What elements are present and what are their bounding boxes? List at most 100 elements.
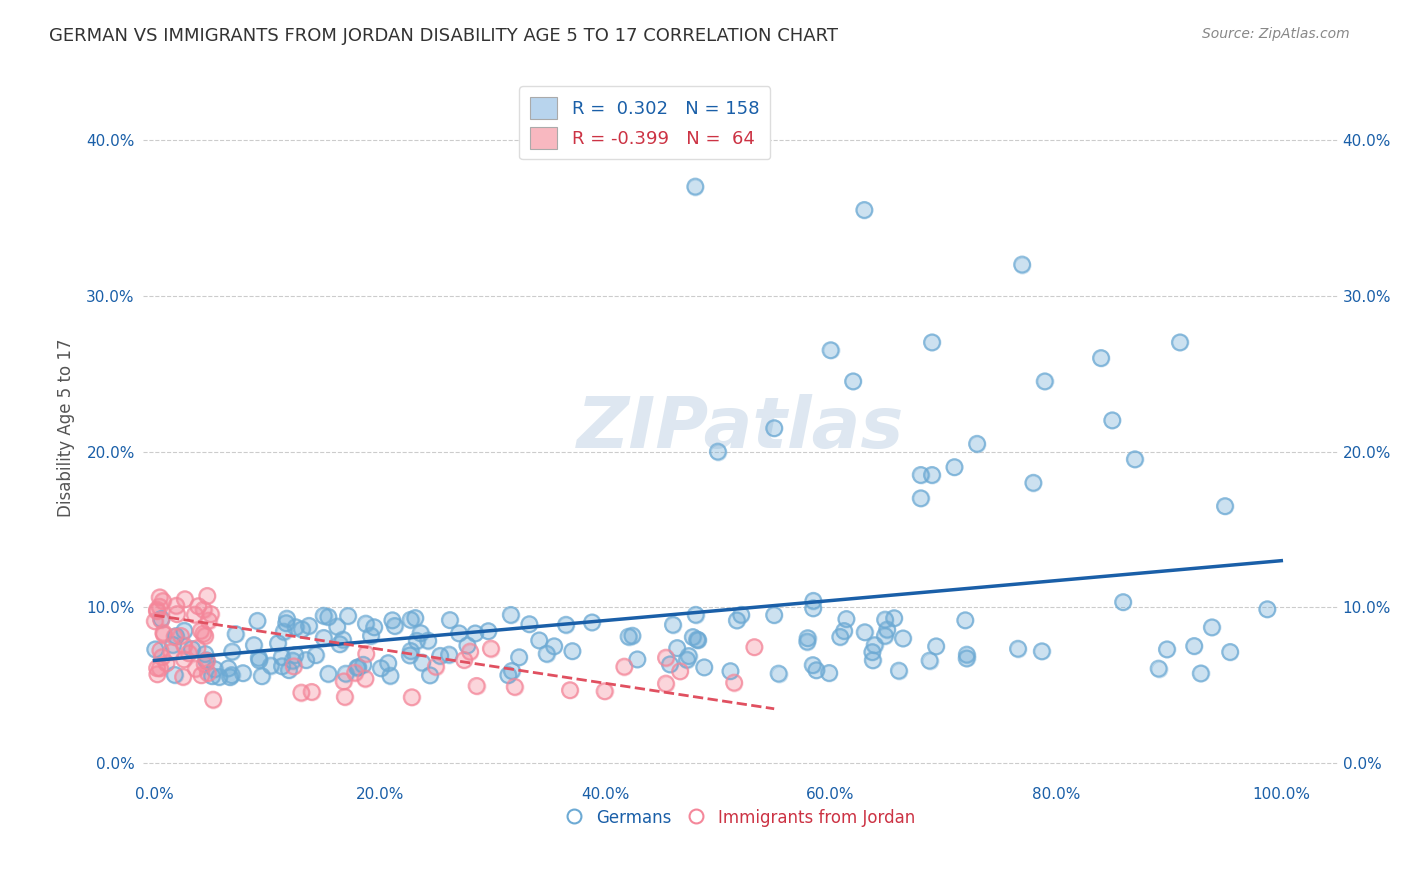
Point (853, 202, 876, 217)
Point (801, 594, 824, 608)
Point (835, 612, 858, 626)
Point (377, 656, 399, 670)
Point (346, 660, 368, 674)
Point (149, 661, 172, 675)
Point (354, 672, 377, 686)
Point (284, 620, 307, 634)
Point (1168, 335, 1191, 350)
Point (276, 616, 298, 631)
Point (1256, 602, 1278, 616)
Point (666, 641, 689, 656)
Point (456, 639, 478, 653)
Point (725, 614, 748, 628)
Point (1022, 475, 1045, 490)
Point (499, 607, 522, 622)
Point (200, 607, 222, 621)
Point (201, 669, 224, 683)
Point (225, 627, 247, 641)
Point (655, 650, 678, 665)
Point (519, 617, 541, 632)
Point (910, 467, 932, 482)
Point (197, 614, 219, 628)
Point (333, 690, 356, 704)
Point (273, 624, 295, 639)
Point (918, 654, 941, 668)
Point (720, 664, 742, 678)
Point (862, 653, 884, 667)
Point (887, 664, 910, 678)
Point (173, 624, 195, 638)
Point (842, 375, 865, 389)
Point (527, 633, 550, 648)
Point (283, 659, 305, 673)
Point (626, 652, 648, 666)
Point (1201, 620, 1223, 634)
Point (173, 639, 195, 653)
Point (290, 685, 312, 699)
Point (883, 611, 905, 625)
Point (165, 599, 187, 613)
Text: Source: ZipAtlas.com: Source: ZipAtlas.com (1202, 27, 1350, 41)
Point (955, 613, 977, 627)
Point (1033, 375, 1056, 389)
Point (173, 592, 195, 607)
Point (354, 672, 377, 686)
Point (172, 670, 194, 684)
Point (883, 611, 905, 625)
Point (221, 668, 243, 682)
Point (363, 620, 385, 634)
Point (200, 607, 222, 621)
Point (543, 640, 565, 654)
Point (409, 626, 432, 640)
Point (404, 611, 426, 625)
Point (401, 690, 423, 705)
Point (221, 644, 243, 658)
Point (1011, 258, 1033, 272)
Point (354, 616, 377, 631)
Point (273, 624, 295, 639)
Point (943, 460, 966, 475)
Point (1219, 645, 1241, 659)
Point (655, 676, 678, 690)
Point (247, 653, 270, 667)
Point (891, 632, 914, 646)
Point (1101, 413, 1123, 427)
Point (447, 626, 470, 640)
Point (363, 620, 385, 634)
Point (581, 615, 603, 630)
Point (1112, 595, 1135, 609)
Point (332, 632, 354, 647)
Point (439, 613, 461, 627)
Point (409, 626, 432, 640)
Point (593, 684, 616, 698)
Point (891, 632, 914, 646)
Point (146, 604, 169, 618)
Point (1182, 639, 1205, 653)
Point (910, 491, 932, 506)
Point (723, 675, 745, 690)
Point (617, 630, 640, 644)
Point (419, 668, 441, 682)
Point (1123, 452, 1146, 467)
Point (332, 674, 354, 689)
Point (146, 602, 169, 616)
Point (678, 648, 700, 663)
Point (873, 629, 896, 643)
Point (146, 661, 169, 675)
Point (165, 629, 187, 643)
Point (170, 629, 193, 643)
Point (925, 640, 948, 654)
Point (194, 629, 217, 643)
Point (1031, 644, 1053, 658)
Point (184, 662, 207, 676)
Point (190, 624, 212, 638)
Point (796, 634, 818, 648)
Point (860, 645, 883, 659)
Point (613, 659, 636, 673)
Point (291, 623, 314, 637)
Point (862, 653, 884, 667)
Point (305, 648, 328, 662)
Point (291, 623, 314, 637)
Point (360, 629, 382, 643)
Point (876, 623, 898, 637)
